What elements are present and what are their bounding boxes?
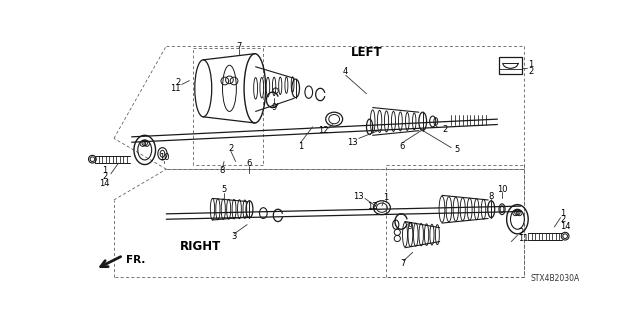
Text: 10: 10 xyxy=(497,185,508,194)
Text: 14: 14 xyxy=(99,179,110,188)
Text: 13: 13 xyxy=(348,138,358,147)
Text: 12: 12 xyxy=(318,126,328,135)
Text: 2: 2 xyxy=(528,67,534,76)
Text: 4: 4 xyxy=(343,67,348,76)
Text: LEFT: LEFT xyxy=(351,46,382,59)
Text: 8: 8 xyxy=(220,166,225,175)
Text: 14: 14 xyxy=(561,222,571,231)
Text: 1: 1 xyxy=(561,209,566,218)
Text: 2: 2 xyxy=(102,172,108,182)
Text: 1: 1 xyxy=(383,193,388,202)
Text: 2: 2 xyxy=(561,216,566,225)
Text: 1: 1 xyxy=(102,166,108,175)
Text: 5: 5 xyxy=(455,145,460,154)
Text: RIGHT: RIGHT xyxy=(180,241,221,254)
Text: 1: 1 xyxy=(298,142,303,151)
Text: 11: 11 xyxy=(170,84,180,93)
Text: 9: 9 xyxy=(271,103,276,112)
Text: 3: 3 xyxy=(232,233,237,241)
Text: 8: 8 xyxy=(488,192,494,201)
Text: 2: 2 xyxy=(518,228,524,237)
Bar xyxy=(499,57,522,74)
Text: 6: 6 xyxy=(399,142,404,151)
Text: 7: 7 xyxy=(236,42,241,51)
Text: 11: 11 xyxy=(518,234,529,243)
Text: 10: 10 xyxy=(159,153,169,162)
Text: 2: 2 xyxy=(175,78,180,87)
Text: 2: 2 xyxy=(442,125,447,134)
Text: 7: 7 xyxy=(401,259,406,268)
Text: STX4B2030A: STX4B2030A xyxy=(531,274,580,283)
Text: 9: 9 xyxy=(408,222,413,231)
Text: 13: 13 xyxy=(353,192,364,201)
Text: 2: 2 xyxy=(228,144,234,153)
Text: FR.: FR. xyxy=(126,255,146,265)
Text: 12: 12 xyxy=(367,202,378,211)
Text: 1: 1 xyxy=(528,60,534,69)
Text: 6: 6 xyxy=(247,159,252,167)
Text: 5: 5 xyxy=(221,185,227,195)
